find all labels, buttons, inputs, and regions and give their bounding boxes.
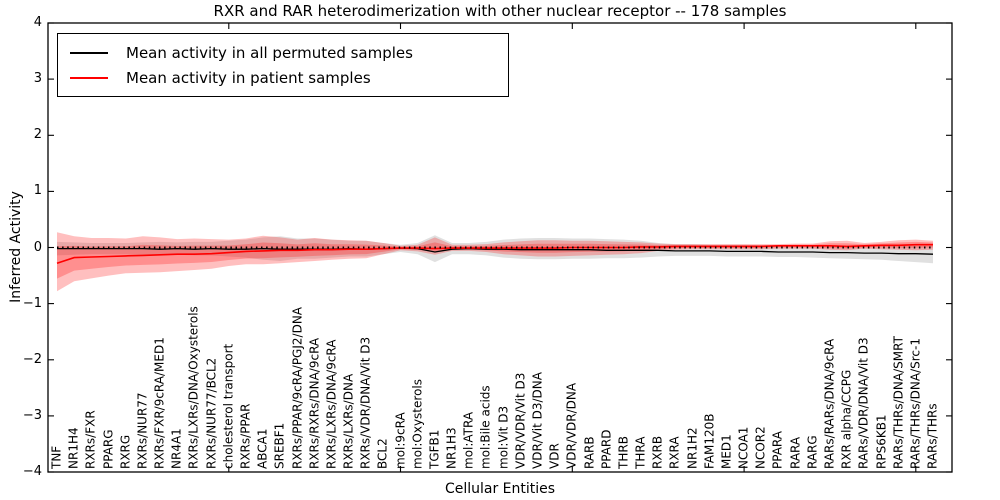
y-tick-label: 4 (33, 15, 42, 30)
patient-line-swatch (70, 76, 108, 79)
x-category-label: NR4A1 (169, 428, 184, 469)
x-category-label: mol:9cRA (393, 412, 407, 469)
x-category-label: NR1H2 (685, 427, 699, 469)
x-category-label: RARs/THRs/DNA/Src-1 (908, 338, 923, 469)
y-tick-label: 2 (33, 127, 42, 143)
y-tick-label: 1 (33, 183, 42, 199)
x-category-label: mol:Oxysterols (410, 379, 425, 469)
legend-row-permuted: Mean activity in all permuted samples (66, 40, 508, 65)
y-tick-label: −2 (22, 351, 42, 367)
x-category-label: RXRs/FXR (83, 410, 98, 469)
y-tick-label: −4 (22, 464, 42, 479)
x-category-label: RARs/RARs/DNA/9cRA (822, 338, 837, 469)
x-category-label: TGFB1 (427, 429, 442, 469)
x-category-label: RXRs/VDR/DNA/Vit D3 (358, 336, 373, 469)
x-category-label: RARs/THRs (925, 403, 940, 469)
x-category-label: NR1H4 (66, 427, 81, 469)
x-category-label: RXRs/PPAR (238, 403, 253, 469)
x-category-label: RXRs/LXRs/DNA/Oxysterols (186, 306, 201, 469)
x-category-label: VDR/Vit D3/DNA (530, 372, 545, 469)
x-category-label: NCOA1 (736, 426, 751, 469)
x-category-label: RXRs/RXRs/DNA/9cRA (307, 337, 322, 469)
legend: Mean activity in all permuted samples Me… (57, 33, 509, 97)
x-category-label: VDR/VDR/Vit D3 (513, 372, 528, 469)
x-category-label: RXRA (667, 436, 682, 469)
x-category-label: RXRs/LXRs/DNA/9cRA (324, 339, 339, 470)
permuted-mean-line (57, 247, 934, 255)
x-category-label: MED1 (719, 434, 734, 469)
x-category-label: NR1H3 (444, 427, 459, 469)
x-category-label: cholesterol transport (221, 343, 236, 469)
x-category-label: RPS6KB1 (874, 414, 888, 469)
x-category-label: VDR/VDR/DNA (564, 382, 579, 469)
x-category-label: VDR (547, 443, 562, 469)
x-category-label: BCL2 (375, 438, 390, 469)
x-category-label: RXR alpha/CCPG (839, 369, 854, 469)
x-category-label: THRA (633, 436, 648, 469)
x-category-label: RXRs/FXR/9cRA/MED1 (152, 337, 167, 469)
x-category-label: mol:Bile acids (478, 385, 493, 469)
x-category-label: RARB (582, 436, 596, 469)
x-category-label: TNF (49, 445, 64, 469)
x-category-label: RXRB (650, 435, 665, 469)
x-category-label: PPARA (770, 431, 785, 469)
legend-row-patient: Mean activity in patient samples (66, 65, 508, 90)
x-category-label: NCOR2 (753, 426, 768, 469)
legend-label-permuted: Mean activity in all permuted samples (126, 43, 413, 62)
chart-title: RXR and RAR heterodimerization with othe… (213, 2, 787, 20)
y-tick-label: −1 (22, 295, 42, 311)
y-tick-label: −3 (22, 407, 42, 423)
patient-mean-line (56, 243, 933, 264)
x-category-label: RARs/VDR/DNA/Vit D3 (856, 337, 871, 469)
axes-frame (47, 22, 953, 473)
x-category-label: RXRs/PPAR/9cRA/PGJ2/DNA (290, 307, 304, 469)
x-category-label: ABCA1 (255, 428, 270, 469)
x-category-label: RXRs/NUR77/BCL2 (204, 357, 219, 469)
x-category-label: mol:Vit D3 (496, 405, 511, 469)
x-category-label: RXRs/LXRs/DNA (341, 373, 356, 469)
y-tick-label: 3 (33, 71, 42, 87)
permuted-line-swatch (70, 51, 108, 54)
x-category-label: THRB (616, 436, 631, 469)
legend-label-patient: Mean activity in patient samples (126, 68, 371, 87)
x-category-label: RARs/THRs/DNA/SMRT (891, 336, 906, 469)
x-category-label: PPARG (101, 429, 115, 469)
x-category-label: PPARD (599, 429, 614, 470)
x-category-label: RARA (788, 436, 803, 469)
x-category-label: RXRs/NUR77 (135, 392, 150, 469)
y-tick-label: 0 (33, 239, 42, 255)
x-category-label: RXRG (118, 434, 133, 469)
x-category-label: RARG (805, 435, 820, 469)
x-category-label: mol:ATRA (461, 411, 476, 469)
x-category-label: FAM120B (702, 413, 717, 470)
x-category-label: SREBF1 (272, 422, 287, 469)
x-axis-label: Cellular Entities (444, 481, 556, 497)
